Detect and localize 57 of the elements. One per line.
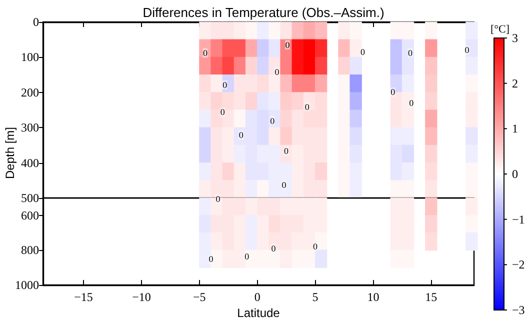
x-tick-label: 0 (254, 290, 260, 304)
annotation: 0 (360, 46, 366, 57)
annotation: 0 (390, 87, 396, 98)
color-bar-label: 3 (512, 31, 518, 45)
color-bar-label: 0 (512, 167, 518, 181)
color-bar-title: [°C] (490, 24, 510, 36)
x-tick-label: 5 (312, 290, 318, 304)
point (234, 250, 246, 268)
annotation: 0 (313, 241, 318, 252)
annotation: 0 (216, 194, 221, 204)
color-bar-label: 1 (512, 122, 518, 136)
annotation: 0 (222, 80, 228, 90)
annotation: 0 (238, 130, 244, 140)
y-tick-label: 200 (21, 85, 39, 100)
point (234, 215, 246, 234)
y-tick-label: 600 (21, 208, 39, 222)
annotation: 0 (464, 45, 470, 56)
annotation: 0 (244, 251, 250, 262)
chart-title: Differences in Temperature (Obs.–Assim.) (142, 5, 384, 20)
annotation: 0 (202, 48, 208, 58)
color-bar-label: −2 (512, 258, 525, 272)
x-tick-label: −15 (74, 290, 93, 304)
point (245, 215, 258, 234)
annotation: 0 (282, 180, 287, 190)
point (402, 198, 414, 216)
point (314, 198, 328, 216)
annotation: 0 (285, 40, 290, 50)
point (245, 198, 258, 216)
x-tick-label: 10 (367, 290, 380, 304)
annotation: 0 (271, 243, 276, 254)
y-axis-title: Depth [m] (3, 126, 17, 180)
point (234, 198, 246, 216)
color-bar-label: −1 (512, 212, 525, 226)
y-tick-label: 0 (33, 15, 39, 29)
color-bar-label: 2 (512, 76, 518, 90)
annotation: 0 (284, 146, 290, 156)
annotation: 0 (408, 48, 414, 58)
x-tick-label: 15 (425, 290, 438, 304)
annotation: 0 (409, 98, 414, 108)
y-tick-label: 100 (21, 50, 39, 64)
x-tick-label: −5 (193, 290, 206, 304)
y-tick-label: 300 (21, 120, 39, 135)
point (303, 250, 316, 268)
y-tick-label: 500 (21, 191, 39, 205)
x-tick-label: −10 (132, 290, 151, 304)
x-axis-title: Latitude (237, 306, 280, 320)
annotation: 0 (208, 254, 214, 264)
point (303, 198, 316, 216)
y-tick-label: 400 (21, 156, 39, 170)
y-tick-label: 1000 (15, 278, 39, 292)
annotation: 0 (304, 102, 310, 112)
annotation: 0 (270, 116, 276, 126)
point (314, 250, 328, 268)
y-tick-label: 800 (21, 243, 39, 258)
color-bar-label: −3 (512, 303, 525, 317)
annotation: 0 (220, 107, 226, 118)
annotation: 0 (274, 66, 280, 77)
